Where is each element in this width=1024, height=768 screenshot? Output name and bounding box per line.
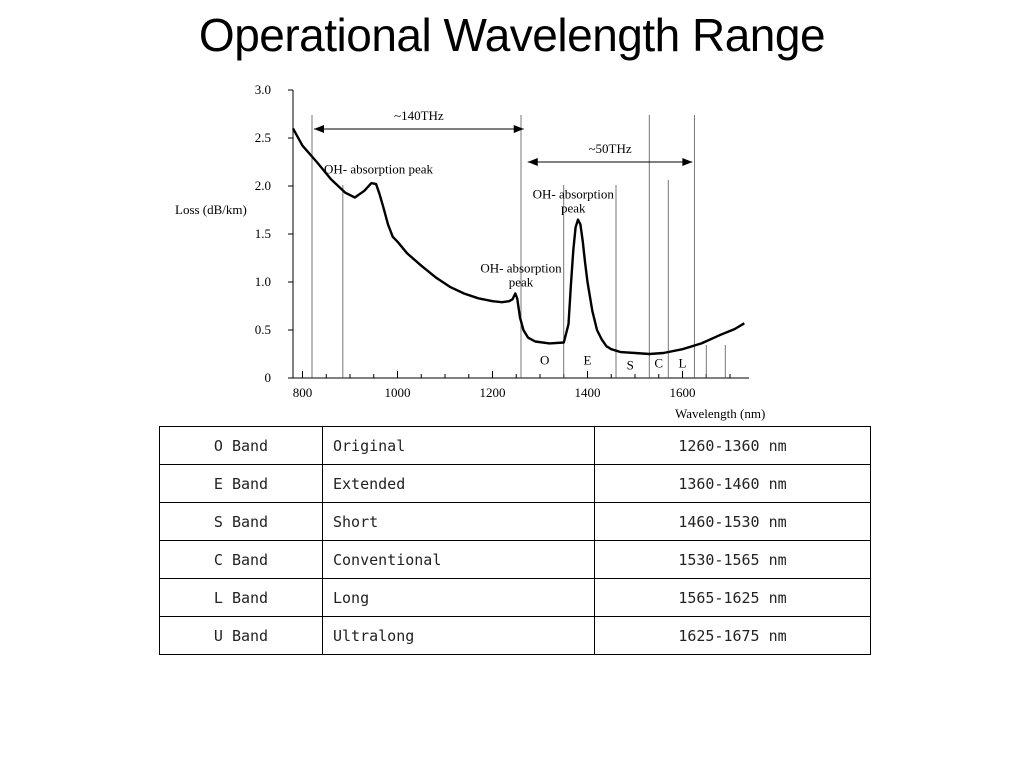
table-row: E Band Extended 1360-1460 nm (159, 464, 871, 503)
band-name-cell: Long (322, 578, 595, 617)
table-row: S Band Short 1460-1530 nm (159, 502, 871, 541)
span-arrow-head (314, 125, 324, 133)
band-cell: E Band (159, 464, 323, 503)
x-tick-label: 1400 (575, 385, 601, 400)
span-label: ~50THz (588, 141, 631, 156)
annotation-label: peak (509, 274, 534, 289)
y-tick-label: 1.0 (255, 274, 271, 289)
band-letter-label: O (540, 353, 549, 368)
span-arrow-head (513, 125, 524, 133)
annotation-label: OH- absorption (480, 260, 562, 275)
y-tick-label: 0 (265, 370, 272, 385)
table-row: L Band Long 1565-1625 nm (159, 578, 871, 617)
band-name-cell: Conventional (322, 540, 595, 579)
y-tick-label: 2.0 (255, 178, 271, 193)
band-name-cell: Extended (322, 464, 595, 503)
band-name-cell: Original (322, 426, 595, 465)
band-cell: S Band (159, 502, 323, 541)
x-tick-label: 800 (293, 385, 313, 400)
band-range-cell: 1360-1460 nm (594, 464, 871, 503)
span-arrow-head (527, 158, 538, 166)
band-letter-label: E (584, 353, 592, 368)
annotation-label: OH- absorption (533, 186, 615, 201)
table-row: C Band Conventional 1530-1565 nm (159, 540, 871, 579)
band-name-cell: Short (322, 502, 595, 541)
x-axis-label: Wavelength (nm) (675, 406, 765, 421)
slide-title: Operational Wavelength Range (198, 9, 826, 61)
x-tick-label: 1600 (670, 385, 696, 400)
span-arrow-head (682, 158, 693, 166)
band-letter-label: S (627, 357, 634, 372)
band-name-cell: Ultralong (322, 616, 595, 655)
y-axis-label: Loss (dB/km) (175, 202, 247, 217)
band-range-cell: 1565-1625 nm (594, 578, 871, 617)
band-letter-label: C (654, 355, 663, 370)
annotation-label: peak (561, 200, 586, 215)
band-range-cell: 1625-1675 nm (594, 616, 871, 655)
x-tick-label: 1200 (480, 385, 506, 400)
annotation-label: OH- absorption peak (324, 162, 434, 177)
y-tick-label: 1.5 (255, 226, 271, 241)
band-cell: O Band (159, 426, 323, 465)
loss-curve (291, 127, 745, 356)
table-row: O Band Original 1260-1360 nm (159, 426, 871, 465)
x-tick-label: 1000 (385, 385, 411, 400)
band-cell: L Band (159, 578, 323, 617)
table-row: U Band Ultralong 1625-1675 nm (159, 616, 871, 655)
loss-chart: 0 0.5 1.0 1.5 2.0 2.5 3.0 800 1000 1200 1400 1600 Lo… (175, 82, 765, 421)
band-cell: C Band (159, 540, 323, 579)
y-tick-label: 0.5 (255, 322, 271, 337)
band-letter-label: L (679, 355, 687, 370)
band-table-body: O Band Original 1260-1360 nm E Band Extended… (159, 426, 871, 655)
y-tick-label: 2.5 (255, 130, 271, 145)
band-range-cell: 1260-1360 nm (594, 426, 871, 465)
span-label: ~140THz (394, 108, 444, 123)
band-range-cell: 1460-1530 nm (594, 502, 871, 541)
band-table: O Band Original 1260-1360 nm E Band Extended… (159, 426, 871, 655)
y-tick-label: 3.0 (255, 82, 271, 97)
band-range-cell: 1530-1565 nm (594, 540, 871, 579)
band-cell: U Band (159, 616, 323, 655)
